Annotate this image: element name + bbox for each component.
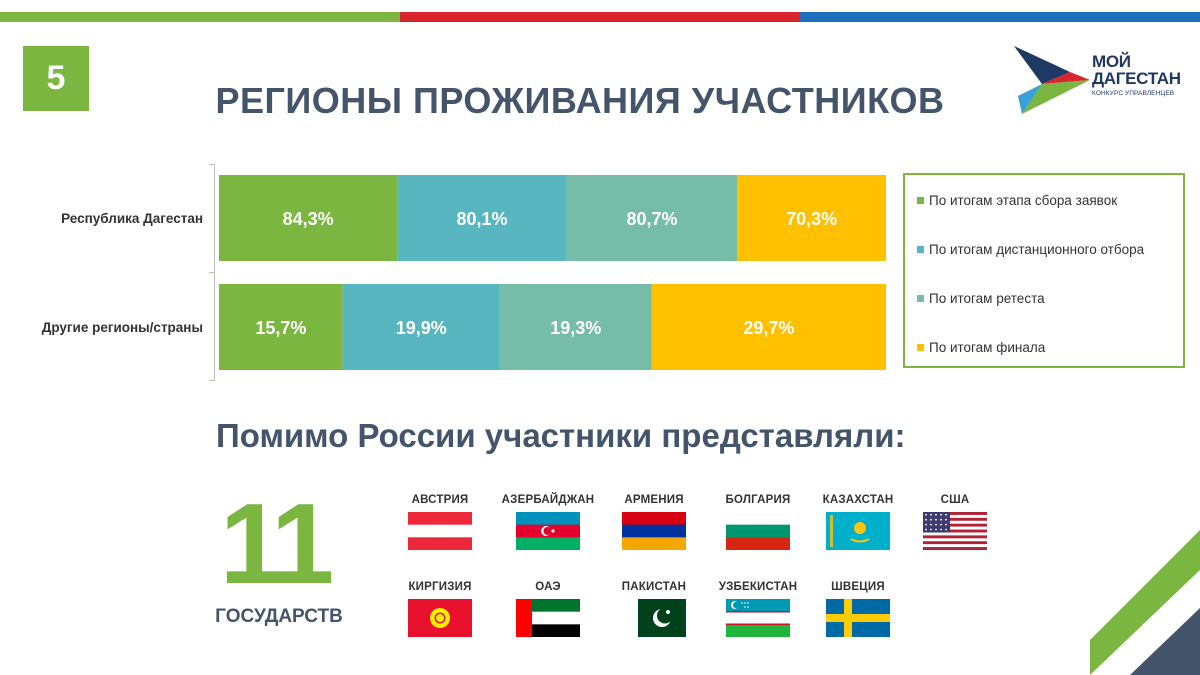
logo: МОЙ ДАГЕСТАН КОНКУРС УПРАВЛЕНЦЕВ	[1012, 44, 1187, 116]
countries-subtitle: Помимо России участники представляли:	[216, 417, 906, 454]
corner-stripes-decoration	[1090, 530, 1200, 675]
country-item: КИРГИЗИЯ	[385, 579, 495, 637]
country-name: АЗЕРБАЙДЖАН	[501, 494, 595, 506]
country-item: ШВЕЦИЯ	[803, 579, 913, 637]
countries-count: 11	[219, 481, 335, 608]
country-name: АВСТРИЯ	[411, 494, 469, 506]
bar-data-label: 80,7%	[626, 209, 677, 229]
bar-segment	[651, 284, 886, 370]
legend-swatch	[917, 197, 924, 204]
stacked-bar-chart: 84,3% 80,1% 80,7% 70,3% Республика Дагестан 1…	[42, 164, 886, 381]
bar-data-label: 19,9%	[396, 318, 447, 338]
top-bar-green	[0, 12, 400, 22]
bar-data-label: 84,3%	[283, 209, 334, 229]
legend-item: По итогам этапа сбора заявок	[917, 193, 1117, 208]
country-item: КАЗАХСТАН	[803, 492, 913, 550]
legend-label: По итогам этапа сбора заявок	[929, 193, 1118, 208]
kazakhstan-flag-icon	[826, 512, 890, 550]
country-name: ОАЭ	[535, 581, 561, 593]
azerbaijan-flag-icon	[516, 512, 580, 550]
bar-segment	[219, 175, 398, 261]
legend-swatch	[917, 344, 924, 351]
page-title: РЕГИОНЫ ПРОЖИВАНИЯ УЧАСТНИКОВ	[215, 80, 945, 121]
pakistan-flag-icon	[622, 599, 686, 637]
country-item: БОЛГАРИЯ	[703, 492, 813, 550]
legend-label: По итогам ретеста	[929, 291, 1045, 306]
country-item: ОАЭ	[493, 579, 603, 637]
country-item: АЗЕРБАЙДЖАН	[493, 492, 603, 550]
bar-segment	[499, 284, 652, 370]
legend-label: По итогам финала	[929, 340, 1046, 355]
legend-item: По итогам ретеста	[917, 291, 1045, 306]
country-name: США	[940, 494, 970, 506]
logo-mark-icon	[1014, 46, 1090, 114]
country-name: ПАКИСТАН	[621, 581, 687, 593]
bar-segment	[566, 175, 738, 261]
country-name: КАЗАХСТАН	[822, 494, 894, 506]
country-name: АРМЕНИЯ	[624, 494, 684, 506]
chart-legend: По итогам этапа сбора заявок По итогам ди…	[903, 173, 1185, 368]
country-item: ПАКИСТАН	[599, 579, 709, 637]
bar-segment	[397, 175, 567, 261]
slide-number: 5	[23, 46, 89, 111]
countries-count-label: ГОСУДАРСТВ	[215, 606, 343, 627]
bar-segment	[737, 175, 886, 261]
country-item: УЗБЕКИСТАН	[703, 579, 813, 637]
bar-data-label: 15,7%	[255, 318, 306, 338]
austria-flag-icon	[408, 512, 472, 550]
legend-swatch	[917, 295, 924, 302]
country-name: БОЛГАРИЯ	[725, 494, 791, 506]
kyrgyzstan-flag-icon	[408, 599, 472, 637]
bar-data-label: 29,7%	[743, 318, 794, 338]
usa-flag-icon	[923, 512, 987, 550]
armenia-flag-icon	[622, 512, 686, 550]
top-bar-red	[400, 12, 800, 22]
country-name: КИРГИЗИЯ	[408, 581, 472, 593]
category-label: Другие регионы/страны	[42, 320, 203, 335]
bar-data-label: 19,3%	[550, 318, 601, 338]
bar-data-label: 80,1%	[456, 209, 507, 229]
logo-tagline: КОНКУРС УПРАВЛЕНЦЕВ	[1092, 90, 1175, 97]
country-name: УЗБЕКИСТАН	[718, 581, 798, 593]
bar-segment	[219, 284, 343, 370]
legend-item: По итогам дистанционного отбора	[917, 242, 1144, 257]
bar-data-label: 70,3%	[786, 209, 837, 229]
country-item: АВСТРИЯ	[385, 492, 495, 550]
category-label: Республика Дагестан	[61, 211, 203, 226]
country-item: АРМЕНИЯ	[599, 492, 709, 550]
top-bar-blue	[800, 12, 1200, 22]
legend-item: По итогам финала	[917, 340, 1045, 355]
bar-segment	[342, 284, 500, 370]
legend-swatch	[917, 246, 924, 253]
sweden-flag-icon	[826, 599, 890, 637]
legend-label: По итогам дистанционного отбора	[929, 242, 1145, 257]
uzbekistan-flag-icon	[726, 599, 790, 637]
country-name: ШВЕЦИЯ	[831, 581, 885, 593]
bulgaria-flag-icon	[726, 512, 790, 550]
country-item: США	[900, 492, 1010, 550]
logo-name: МОЙ ДАГЕСТАН	[1092, 52, 1181, 88]
uae-flag-icon	[516, 599, 580, 637]
